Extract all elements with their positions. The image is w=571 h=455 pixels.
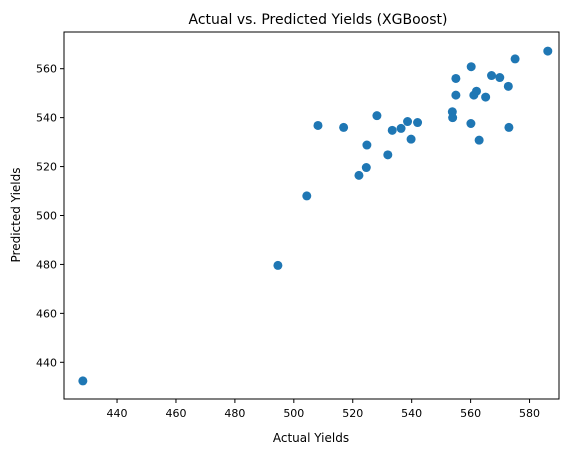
x-tick-label: 560 xyxy=(460,407,481,420)
y-tick-label: 520 xyxy=(36,161,57,174)
data-point xyxy=(302,191,311,200)
data-point xyxy=(372,111,381,120)
data-point xyxy=(362,141,371,150)
data-point xyxy=(383,150,392,159)
data-point xyxy=(466,119,475,128)
y-axis-label: Predicted Yields xyxy=(9,168,23,263)
data-point xyxy=(413,118,422,127)
data-point xyxy=(495,73,504,82)
y-tick-label: 500 xyxy=(36,210,57,223)
data-point xyxy=(487,71,496,80)
x-tick-label: 500 xyxy=(283,407,304,420)
data-point xyxy=(475,136,484,145)
data-point xyxy=(543,47,552,56)
y-tick-label: 480 xyxy=(36,258,57,271)
data-point xyxy=(451,74,460,83)
data-point xyxy=(451,91,460,100)
data-point xyxy=(448,113,457,122)
data-point xyxy=(504,82,513,91)
data-point xyxy=(504,123,513,132)
data-point xyxy=(481,93,490,102)
data-point xyxy=(511,54,520,63)
data-point xyxy=(397,124,406,133)
data-point xyxy=(467,62,476,71)
data-point xyxy=(354,171,363,180)
data-point xyxy=(78,376,87,385)
data-point xyxy=(362,163,371,172)
plot-area-frame xyxy=(64,32,559,399)
y-tick-label: 560 xyxy=(36,63,57,76)
data-point xyxy=(313,121,322,130)
y-tick-label: 440 xyxy=(36,356,57,369)
chart-title: Actual vs. Predicted Yields (XGBoost) xyxy=(189,12,448,28)
y-tick-label: 540 xyxy=(36,112,57,125)
x-tick-label: 520 xyxy=(342,407,363,420)
x-tick-label: 460 xyxy=(165,407,186,420)
x-tick-label: 440 xyxy=(107,407,128,420)
x-tick-label: 540 xyxy=(401,407,422,420)
x-axis-ticks: 440 460 480 500 520 540 560 580 xyxy=(107,399,541,420)
data-point xyxy=(403,117,412,126)
x-axis-label: Actual Yields xyxy=(273,431,349,445)
data-point xyxy=(407,135,416,144)
scatter-points xyxy=(78,47,552,386)
x-tick-label: 580 xyxy=(519,407,540,420)
y-axis-ticks: 440 460 480 500 520 540 560 xyxy=(36,63,64,370)
data-point xyxy=(339,123,348,132)
y-tick-label: 460 xyxy=(36,307,57,320)
data-point xyxy=(388,126,397,135)
x-tick-label: 480 xyxy=(224,407,245,420)
data-point xyxy=(472,87,481,96)
data-point xyxy=(273,261,282,270)
